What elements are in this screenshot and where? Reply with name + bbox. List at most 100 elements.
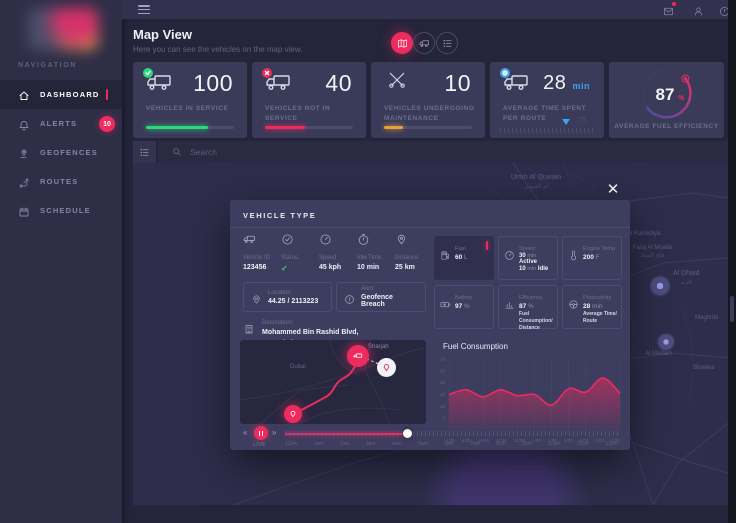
truck-icon xyxy=(243,233,256,250)
map-canvas[interactable]: Umm Al Quwain أم القيوين Al Rashidiya Fal… xyxy=(133,163,728,505)
tile-subtext: Average Time/ Route xyxy=(583,311,617,324)
rewind-button[interactable]: « xyxy=(243,428,248,437)
timeline-tick-label: 1am xyxy=(313,441,324,447)
stat-label: VEHICLES IN SERVICE xyxy=(146,105,229,112)
timer-icon xyxy=(357,233,370,250)
search-row xyxy=(133,141,728,163)
results-list-button[interactable] xyxy=(133,141,156,163)
stat-value: 10 min xyxy=(357,264,380,271)
svg-text:20: 20 xyxy=(440,380,446,385)
tile-label: Speed xyxy=(519,246,535,252)
timeline-tick-label: 7am xyxy=(470,441,480,447)
chart-x-tick-label: 5:00 xyxy=(595,438,605,443)
stat-value: 10 xyxy=(444,70,471,96)
tile-productivity[interactable]: Productivity 28 min Average Time/ Route xyxy=(562,285,622,329)
mail-icon[interactable] xyxy=(663,2,676,16)
tile-label: Battery xyxy=(455,295,473,301)
list-view-button[interactable] xyxy=(436,32,458,54)
nav-section-label: NAVIGATION xyxy=(18,62,77,69)
route-icon xyxy=(18,176,30,188)
progress-fill xyxy=(384,126,404,129)
topbar xyxy=(122,0,736,19)
route-start-marker[interactable] xyxy=(284,405,302,423)
stat-speed: Speed 45 kph xyxy=(319,233,356,273)
chart-x-tick-label: 8:00 xyxy=(446,438,455,443)
svg-text:25: 25 xyxy=(440,368,446,373)
map-place-label: Umm Al Quwain أم القيوين xyxy=(511,174,562,191)
tile-fuel[interactable]: Fuel 60 L xyxy=(434,236,494,280)
hamburger-menu-icon[interactable] xyxy=(138,5,150,14)
minimap-city-label: Sharjah xyxy=(368,344,389,350)
stat-card-vehicles-in-service[interactable]: 100 VEHICLES IN SERVICE xyxy=(133,62,247,138)
speedometer-icon xyxy=(504,248,515,260)
scrollbar-thumb[interactable] xyxy=(730,296,734,322)
tile-label: Engine Temp xyxy=(583,246,616,252)
speedometer-icon xyxy=(319,233,332,250)
sidebar-item-alerts[interactable]: ALERTS 10 xyxy=(0,109,122,138)
search-box xyxy=(158,141,728,163)
list-icon xyxy=(443,39,452,47)
sidebar-item-dashboard[interactable]: DASHBOARD xyxy=(0,80,122,109)
sidebar-item-label: SCHEDULE xyxy=(40,206,91,215)
stat-value: 25 km xyxy=(395,264,415,271)
search-input[interactable] xyxy=(190,147,390,157)
sidebar: NAVIGATION DASHBOARD ALERTS 10 GEOFENCES… xyxy=(0,0,122,523)
stat-card-average-time-per-route[interactable]: 28 min AVERAGE TIME SPENT PER ROUTE 75 xyxy=(490,62,604,138)
calendar-icon xyxy=(18,205,30,217)
building-icon xyxy=(243,322,255,334)
sidebar-item-routes[interactable]: ROUTES xyxy=(0,167,122,196)
tile-speed[interactable]: Speed 30 min Active 10 min Idle xyxy=(498,236,558,280)
timeline-handle[interactable] xyxy=(403,429,412,438)
list-icon xyxy=(140,148,149,156)
tile-efficiency[interactable]: Efficiency 87 % Fuel Consumption/ Distan… xyxy=(498,285,558,331)
forward-button[interactable]: » xyxy=(272,428,277,437)
stat-card-vehicles-maintenance[interactable]: 10 VEHICLES UNDERGOING MAINTENANCE xyxy=(371,62,485,138)
map-icon xyxy=(397,38,407,48)
chart-title: Fuel Consumption xyxy=(443,342,508,351)
location-label: Location: xyxy=(268,289,293,296)
vehicle-metric-tiles: Fuel 60 L Speed 30 min Active 10 min Idl… xyxy=(434,236,622,331)
tile-engine-temp[interactable]: Engine Temp 200 F xyxy=(562,236,622,280)
route-minimap[interactable]: Dubai Sharjah xyxy=(240,340,426,424)
minimap-roads xyxy=(240,340,426,424)
alert-box: Alert: Geofence Breach xyxy=(336,282,426,312)
pause-button[interactable] xyxy=(254,426,268,440)
chart-x-tick-label: 1:00 xyxy=(532,438,541,443)
sidebar-item-geofences[interactable]: GEOFENCES xyxy=(0,138,122,167)
popup-title: VEHICLE TYPE xyxy=(243,211,317,220)
destination-marker[interactable] xyxy=(377,358,396,377)
stat-value: 45 kph xyxy=(319,264,342,271)
user-icon[interactable] xyxy=(693,4,704,16)
map-vehicle-dot[interactable] xyxy=(647,273,673,299)
sidebar-item-label: GEOFENCES xyxy=(40,148,98,157)
svg-text:%: % xyxy=(678,95,685,102)
map-view-button[interactable] xyxy=(391,32,413,54)
vehicles-view-button[interactable] xyxy=(413,32,435,54)
main-content: Map View Here you can see the vehicles o… xyxy=(122,0,736,523)
progress-track xyxy=(384,126,472,129)
thermometer-icon xyxy=(568,248,579,261)
tools-icon xyxy=(384,71,412,91)
stat-card-average-fuel-efficiency[interactable]: 87 % AVERAGE FUEL EFFICIENCY xyxy=(609,62,724,138)
nav-menu: DASHBOARD ALERTS 10 GEOFENCES ROUTES SCH… xyxy=(0,80,122,225)
tile-battery[interactable]: Battery 97 % xyxy=(434,285,494,329)
timeline-track[interactable] xyxy=(285,431,618,436)
vehicle-position-marker[interactable] xyxy=(347,345,369,367)
bar-chart-icon xyxy=(504,297,515,309)
timeline-progress xyxy=(285,433,407,435)
close-icon[interactable]: ✕ xyxy=(606,181,620,198)
sidebar-item-schedule[interactable]: SCHEDULE xyxy=(0,196,122,225)
svg-text:5: 5 xyxy=(442,416,445,421)
map-place-label: Shawka xyxy=(693,365,715,371)
scrollbar-track[interactable] xyxy=(728,0,736,523)
slider-marker[interactable] xyxy=(562,119,570,125)
map-pin-icon xyxy=(395,233,408,250)
svg-text:10: 10 xyxy=(440,404,446,409)
stat-card-vehicles-not-in-service[interactable]: 40 VEHICLES NOT IN SERVICE xyxy=(252,62,366,138)
playback-timeline: « » LIVE 12am 1am 2am 3am 4am 5am 6am 7am 8am 9am… xyxy=(243,426,618,448)
steering-wheel-icon xyxy=(568,297,579,309)
chart-x-tick-label: 12:00 xyxy=(513,438,526,443)
map-vehicle-dot[interactable] xyxy=(654,330,678,354)
check-badge-icon xyxy=(143,68,153,78)
stat-value: 40 xyxy=(325,70,352,96)
